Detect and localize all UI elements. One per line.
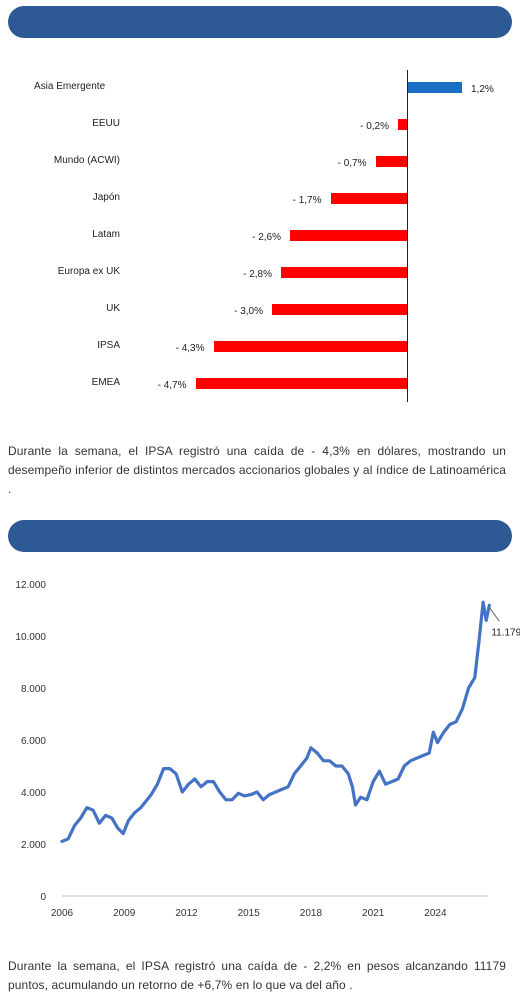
bar-mark: [375, 156, 407, 167]
y-tick-label: 4.000: [21, 788, 46, 799]
bar-category-label: Mundo (ACWI): [53, 155, 120, 166]
bar-category-label: EMEA: [91, 377, 120, 388]
bar-value-label: 1,2%: [471, 84, 494, 95]
y-tick-label: 10.000: [15, 632, 46, 643]
bar-category-label: IPSA: [97, 340, 120, 351]
bar-value-label: - 4,3%: [175, 343, 205, 354]
bar-mark: [398, 119, 407, 130]
bar-mark: [195, 378, 407, 389]
y-tick-label: 6.000: [21, 736, 46, 747]
bar-value-label: - 0,2%: [360, 121, 389, 132]
bar-chart-zero-axis: [407, 70, 408, 402]
y-tick-label: 12.000: [15, 580, 46, 591]
bar-value-label: - 0,7%: [337, 158, 367, 169]
bar-mark: [408, 82, 462, 93]
x-tick-label: 2018: [300, 908, 323, 919]
weekly-return-commentary: Durante la semana, el IPSA registró una …: [8, 444, 506, 496]
y-tick-label: 0: [40, 892, 46, 903]
x-tick-label: 2015: [238, 908, 261, 919]
x-tick-label: 2006: [51, 908, 74, 919]
bar-mark: [272, 304, 407, 315]
bar-value-label: - 1,7%: [292, 195, 322, 206]
bar-mark: [281, 267, 407, 278]
annotation-leader-line: [488, 607, 500, 622]
weekly-return-bar-chart: Asia Emergente 1,2% EEUU - 0,2% Mundo (ACWI)…: [0, 60, 520, 410]
last-value-annotation: 11.179: [491, 627, 520, 638]
bar-value-label: - 2,8%: [243, 269, 272, 280]
y-tick-label: 8.000: [21, 684, 46, 695]
bar-category-label: Europa ex UK: [57, 266, 120, 277]
bar-value-label: - 3,0%: [234, 306, 263, 317]
x-tick-label: 2009: [113, 908, 136, 919]
section-title: Evolución histórica IPSA ( pts ): [38, 559, 269, 576]
y-tick-label: 2.000: [21, 840, 46, 851]
bar-category-label: EEUU: [92, 118, 120, 129]
bar-mark: [290, 230, 407, 241]
bar-mark: [213, 341, 407, 352]
bar-category-label: Latam: [92, 229, 120, 240]
x-tick-label: 2024: [424, 908, 447, 919]
bar-category-label: Asia Emergente: [34, 81, 106, 92]
bar-category-label: Japón: [92, 192, 120, 203]
ipsa-series-line: [60, 600, 491, 843]
x-tick-label: 2021: [362, 908, 385, 919]
section-title: Retorno semanal (% en USD): [38, 45, 262, 62]
bar-mark: [330, 193, 407, 204]
bar-value-label: - 4,7%: [157, 380, 187, 391]
bar-category-label: UK: [106, 303, 120, 314]
bar-value-label: - 2,6%: [252, 232, 281, 243]
section-header-weekly-return: Retorno semanal (% en USD): [8, 6, 512, 62]
section-header-ipsa-history: Evolución histórica IPSA ( pts ): [8, 520, 512, 576]
ipsa-history-commentary: Durante la semana, el IPSA registró una …: [8, 959, 506, 992]
x-tick-label: 2012: [175, 908, 198, 919]
ipsa-history-line-chart: 0 2.000 4.000 6.000 8.000 10.000 12.000 2006 200…: [15, 580, 520, 919]
